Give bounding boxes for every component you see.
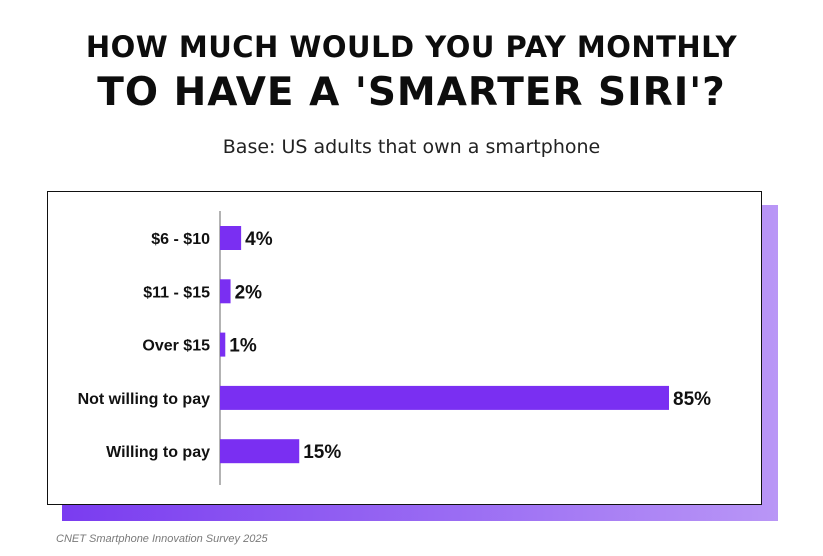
bar [220,439,300,464]
bar [220,385,669,410]
value-label: 85% [673,389,711,410]
value-label: 4% [245,229,273,250]
bar [220,332,226,357]
value-label: 15% [303,442,341,463]
category-label: Willing to pay [106,444,210,461]
chart-title-line1: HOW MUCH WOULD YOU PAY MONTHLY [85,30,738,64]
source-note: CNET Smartphone Innovation Survey 2025 [56,533,268,545]
bar [220,279,231,304]
value-label: 2% [235,282,263,303]
category-label: $6 - $10 [151,231,210,248]
chart-title-line2: TO HAVE A 'SMARTER SIRI'? [97,70,726,115]
category-label: Not willing to pay [78,391,211,408]
value-label: 1% [229,336,257,357]
chart-subtitle: Base: US adults that own a smartphone [222,136,601,158]
category-label: Over $15 [142,338,210,355]
category-label: $11 - $15 [143,284,210,301]
chart-card [47,191,762,505]
bar [220,226,242,250]
